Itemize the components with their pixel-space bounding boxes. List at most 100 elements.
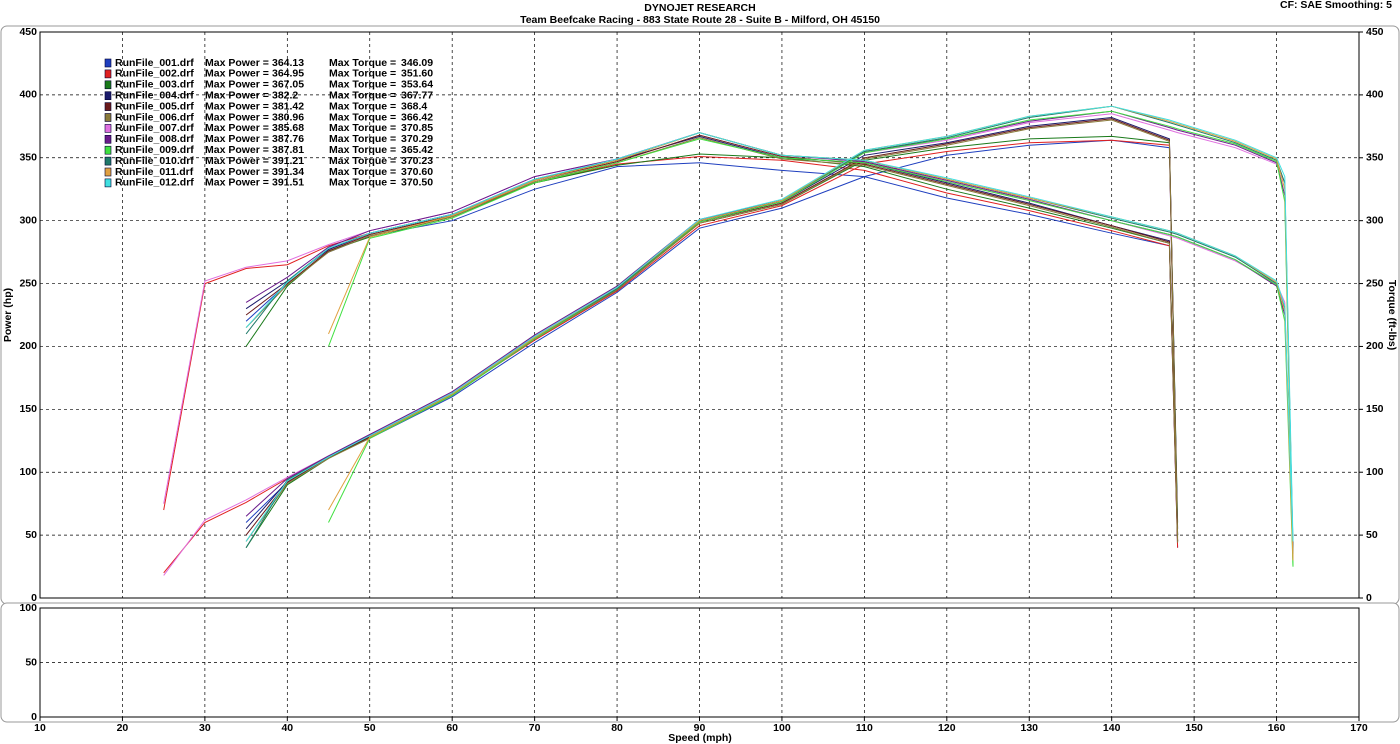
legend-swatch: [104, 124, 112, 133]
x-tick-label: 110: [856, 722, 873, 734]
legend-power-value: 382.2: [272, 89, 298, 101]
legend-torque-value: 370.29: [401, 133, 433, 145]
legend-power-value: 367.05: [272, 79, 304, 91]
legend-name: RunFile_003.drf: [115, 79, 194, 91]
x-tick-label: 130: [1020, 722, 1038, 734]
legend-power-value: 364.13: [272, 57, 304, 69]
y2-tick-label: 450: [1366, 26, 1384, 38]
legend-torque-label: Max Torque =: [329, 111, 396, 123]
y-tick-label: 100: [19, 602, 37, 614]
legend-power-value: 364.95: [272, 68, 304, 80]
x-tick-label: 120: [938, 722, 956, 734]
legend-swatch: [104, 113, 112, 122]
legend-torque-label: Max Torque =: [329, 68, 396, 80]
legend-torque-label: Max Torque =: [329, 100, 396, 112]
legend-torque-value: 353.64: [401, 79, 433, 91]
legend-torque-value: 366.42: [401, 111, 433, 123]
torque-line: [245, 137, 1179, 543]
legend-power-value: 391.51: [272, 177, 304, 189]
legend-torque-label: Max Torque =: [329, 144, 396, 156]
x-tick-label: 10: [34, 722, 46, 734]
y-axis-label: Power (hp): [2, 288, 14, 342]
chart-title: DYNOJET RESEARCH: [644, 2, 755, 14]
y-tick-label: 400: [19, 89, 37, 101]
y2-tick-label: 250: [1366, 277, 1384, 289]
legend-power-label: Max Power =: [205, 122, 269, 134]
y2-tick-label: 200: [1366, 340, 1384, 352]
legend-swatch: [104, 102, 112, 111]
legend-power-label: Max Power =: [205, 79, 269, 91]
y-tick-label: 350: [19, 152, 37, 164]
x-tick-label: 50: [364, 722, 376, 734]
legend-power-value: 391.34: [272, 166, 304, 178]
y-tick-label: 100: [19, 466, 37, 478]
x-tick-label: 70: [529, 722, 541, 734]
legend-power-label: Max Power =: [205, 89, 269, 101]
legend-power-label: Max Power =: [205, 57, 269, 69]
torque-line: [245, 134, 1179, 542]
x-tick-label: 80: [611, 722, 623, 734]
legend-swatch: [104, 91, 112, 100]
torque-line: [163, 155, 1179, 548]
y2-tick-label: 0: [1366, 592, 1372, 604]
legend-power-label: Max Power =: [205, 133, 269, 145]
legend-power-label: Max Power =: [205, 68, 269, 80]
power-line: [245, 105, 1294, 542]
torque-line: [328, 138, 1294, 567]
legend-torque-value: 370.50: [401, 177, 433, 189]
legend-torque-label: Max Torque =: [329, 155, 396, 167]
y-tick-label: 50: [25, 529, 37, 541]
y2-tick-label: 350: [1366, 152, 1384, 164]
legend-torque-label: Max Torque =: [329, 133, 396, 145]
legend-power-label: Max Power =: [205, 155, 269, 167]
legend-power-label: Max Power =: [205, 100, 269, 112]
legend-name: RunFile_012.drf: [115, 177, 194, 189]
legend-power-label: Max Power =: [205, 177, 269, 189]
legend-swatch: [104, 178, 112, 188]
y-tick-label: 450: [19, 26, 37, 38]
x-tick-label: 90: [694, 722, 706, 734]
y-tick-label: 0: [31, 592, 37, 604]
x-tick-label: 60: [446, 722, 458, 734]
legend-torque-label: Max Torque =: [329, 57, 396, 69]
legend-name: RunFile_011.drf: [115, 166, 194, 178]
y2-tick-label: 400: [1366, 89, 1384, 101]
legend-power-label: Max Power =: [205, 166, 269, 178]
x-tick-label: 170: [1350, 722, 1368, 734]
x-tick-label: 30: [199, 722, 211, 734]
legend-power-value: 380.96: [272, 111, 304, 123]
settings-text: CF: SAE Smoothing: 5: [1280, 0, 1392, 11]
legend-torque-value: 370.60: [401, 166, 433, 178]
y-tick-label: 200: [19, 340, 37, 352]
y2-tick-label: 300: [1366, 214, 1384, 226]
power-line: [245, 119, 1179, 542]
legend-torque-value: 367.77: [401, 89, 433, 101]
legend-name: RunFile_008.drf: [115, 133, 194, 145]
legend-swatch: [104, 80, 112, 90]
power-line: [163, 139, 1179, 574]
legend-torque-label: Max Torque =: [329, 177, 396, 189]
y-tick-label: 50: [25, 656, 37, 668]
legend-torque-label: Max Torque =: [329, 89, 396, 101]
legend-name: RunFile_005.drf: [115, 100, 194, 112]
legend-power-value: 387.81: [272, 144, 304, 156]
y2-tick-label: 150: [1366, 403, 1384, 415]
x-tick-label: 100: [773, 722, 791, 734]
legend-name: RunFile_001.drf: [115, 57, 194, 69]
y-tick-label: 0: [31, 711, 37, 723]
chart-subtitle: Team Beefcake Racing - 883 State Route 2…: [520, 14, 880, 26]
power-line: [328, 110, 1294, 567]
x-tick-label: 160: [1268, 722, 1286, 734]
legend-power-value: 387.76: [272, 133, 304, 145]
legend-power-value: 381.42: [272, 100, 304, 112]
x-axis-label: Speed (mph): [668, 732, 732, 744]
x-tick-label: 40: [281, 722, 293, 734]
legend-torque-value: 370.85: [401, 122, 433, 134]
legend-name: RunFile_010.drf: [115, 155, 194, 167]
legend-name: RunFile_004.drf: [115, 89, 194, 101]
y2-axis-label: Torque (ft-lbs): [1386, 280, 1398, 350]
legend-swatch: [104, 167, 112, 177]
legend-name: RunFile_007.drf: [115, 122, 194, 134]
torque-line: [245, 132, 1294, 542]
